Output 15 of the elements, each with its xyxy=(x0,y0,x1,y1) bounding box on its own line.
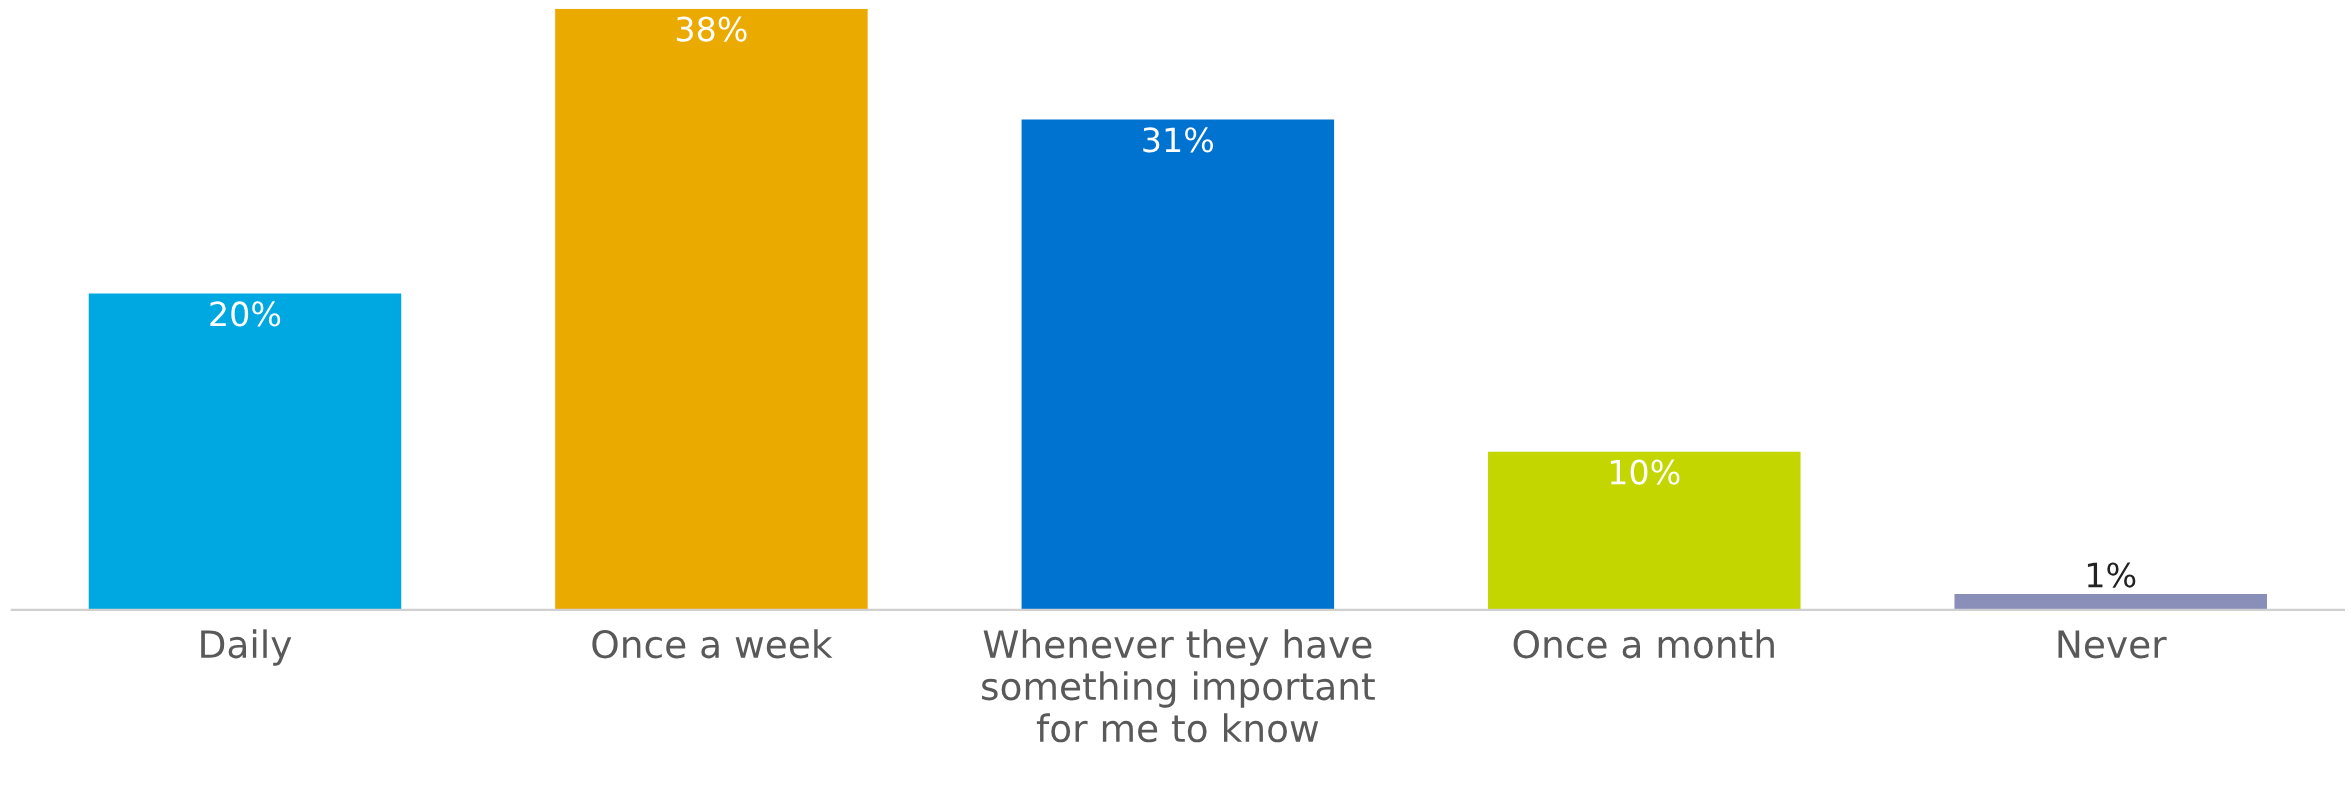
data-label: 20% xyxy=(210,301,281,327)
bar xyxy=(1488,451,1801,610)
data-label: 31% xyxy=(1143,127,1214,153)
x-tick-label: Once a month xyxy=(1513,629,1774,659)
data-label: 1% xyxy=(2087,562,2136,588)
x-tick-label: Whenever they have something important for me to know xyxy=(982,629,1375,743)
data-label: 38% xyxy=(676,16,747,42)
bar xyxy=(1021,119,1335,610)
bar xyxy=(555,8,868,610)
x-tick-label: Once a week xyxy=(592,629,833,659)
x-tick-label: Daily xyxy=(201,629,292,666)
data-label: 10% xyxy=(1610,459,1680,485)
x-tick-label: Never xyxy=(2058,630,2167,659)
bar xyxy=(88,293,402,610)
bar xyxy=(1954,594,2267,610)
